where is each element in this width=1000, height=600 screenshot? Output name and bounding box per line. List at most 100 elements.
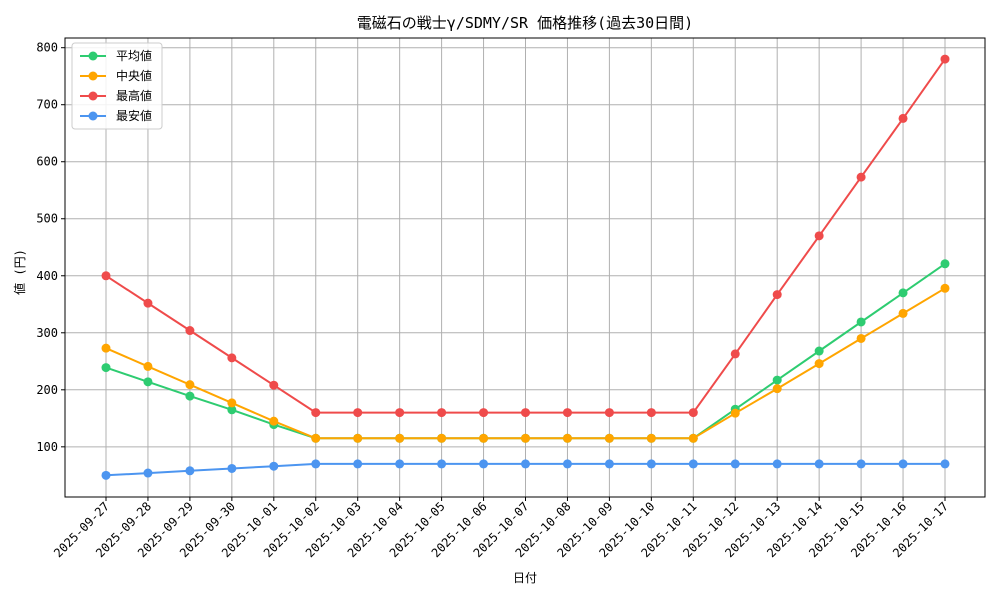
data-point [227, 463, 237, 473]
data-point [856, 459, 866, 469]
legend-label: 平均値 [116, 48, 152, 63]
data-point [311, 408, 321, 418]
data-point [521, 408, 530, 418]
y-tick-label: 400 [36, 269, 58, 283]
y-tick-label: 200 [36, 383, 58, 397]
data-point [856, 172, 866, 182]
data-point [185, 391, 195, 401]
legend-box [71, 42, 163, 130]
data-point [395, 433, 405, 443]
data-point [395, 408, 405, 418]
data-point [646, 459, 656, 469]
y-tick-label: 800 [36, 41, 58, 55]
y-tick-label: 100 [36, 440, 58, 454]
data-point [772, 290, 782, 300]
series-3 [101, 54, 950, 418]
y-axis: 100 200 300 400 500 600 700 800 [36, 41, 65, 454]
legend-item: 中央値 [80, 68, 152, 83]
data-point [479, 408, 489, 418]
legend-label: 最高値 [116, 88, 152, 103]
data-point [521, 459, 530, 469]
legend-marker [88, 91, 98, 101]
data-point [269, 380, 279, 390]
data-point [730, 349, 740, 359]
data-point [814, 359, 824, 369]
legend-label: 中央値 [116, 68, 152, 83]
data-point [814, 346, 824, 356]
data-point [185, 380, 195, 390]
data-point [688, 408, 698, 418]
data-point [143, 377, 153, 387]
series-group [101, 54, 950, 480]
data-point [940, 54, 950, 64]
data-point [688, 459, 698, 469]
legend-label: 最安値 [116, 108, 152, 123]
data-point [437, 459, 447, 469]
data-point [604, 408, 614, 418]
data-point [856, 333, 866, 343]
data-point [772, 384, 782, 394]
data-point [479, 433, 489, 443]
data-point [185, 466, 195, 476]
data-point [772, 375, 782, 385]
data-point [898, 459, 908, 469]
data-point [395, 459, 405, 469]
legend-item: 平均値 [80, 48, 152, 63]
data-point [437, 433, 447, 443]
data-point [646, 408, 656, 418]
y-tick-label: 600 [36, 155, 58, 169]
series-2 [101, 283, 950, 443]
data-point [479, 459, 489, 469]
data-point [898, 288, 908, 298]
data-point [269, 416, 279, 426]
data-point [101, 343, 111, 353]
data-point [353, 408, 363, 418]
data-point [143, 361, 153, 371]
series-4 [101, 459, 950, 480]
data-point [227, 353, 237, 363]
data-point [604, 433, 614, 443]
data-point [940, 283, 950, 293]
data-point [730, 459, 740, 469]
legend-marker [88, 51, 98, 61]
x-axis-label: 日付 [513, 571, 537, 585]
data-point [353, 433, 363, 443]
data-point [940, 259, 950, 269]
data-point [521, 433, 530, 443]
y-tick-label: 700 [36, 98, 58, 112]
data-point [311, 459, 321, 469]
data-point [227, 405, 237, 415]
data-point [898, 308, 908, 318]
data-point [940, 459, 950, 469]
data-point [269, 461, 279, 471]
y-axis-label: 値 (円) [12, 249, 27, 295]
data-point [814, 459, 824, 469]
data-point [604, 459, 614, 469]
data-point [101, 363, 111, 373]
legend-marker [88, 71, 98, 81]
data-point [562, 408, 572, 418]
data-point [646, 433, 656, 443]
data-point [227, 398, 237, 408]
data-point [311, 433, 321, 443]
data-point [730, 408, 740, 418]
legend-item: 最安値 [80, 108, 152, 123]
legend-marker [88, 111, 98, 121]
data-point [101, 470, 111, 480]
data-point [856, 317, 866, 327]
y-tick-label: 300 [36, 326, 58, 340]
data-point [353, 459, 363, 469]
data-point [437, 408, 447, 418]
data-point [772, 459, 782, 469]
data-point [185, 326, 195, 336]
data-point [143, 468, 153, 478]
y-tick-label: 500 [36, 212, 58, 226]
chart-title: 電磁石の戦士γ/SDMY/SR 価格推移(過去30日間) [357, 14, 693, 32]
data-point [688, 433, 698, 443]
data-point [814, 231, 824, 241]
data-point [101, 271, 111, 281]
